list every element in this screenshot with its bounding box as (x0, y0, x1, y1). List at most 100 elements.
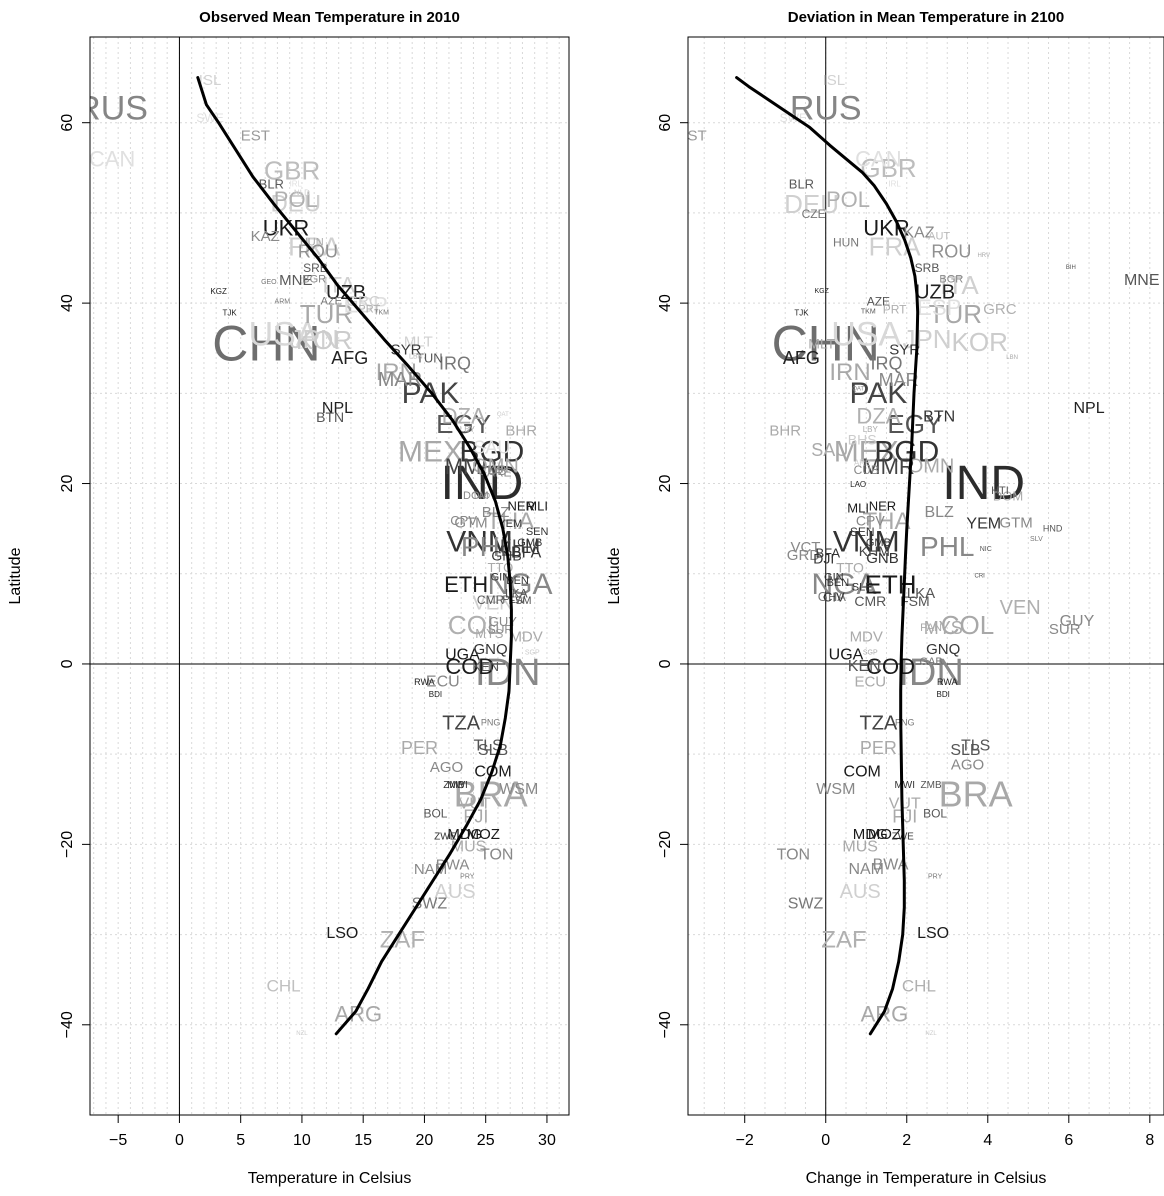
point-label-egy: EGY (436, 409, 491, 439)
point-label-rwa: RWA (937, 677, 958, 687)
point-label-nic: NIC (980, 546, 992, 553)
point-label-deu: DEU (270, 190, 321, 217)
point-label-mdg: MDG (447, 826, 482, 843)
point-label-lao: LAO (474, 492, 490, 501)
point-label-tjk: TJK (223, 309, 238, 318)
point-label-plw: PLW (502, 594, 526, 606)
point-label-pol: POL (826, 187, 870, 212)
point-label-irq: IRQ (870, 354, 902, 374)
point-label-chn: CHN (772, 316, 880, 372)
point-label-hrv: HRV (977, 253, 990, 259)
point-label-sgp: SGP (525, 650, 540, 657)
x-tick-label: 0 (175, 1132, 184, 1149)
y-tick-label: 40 (657, 294, 674, 312)
point-label-aut: AUT (928, 230, 950, 242)
point-label-tur: TUR (929, 299, 982, 329)
point-label-mar: MAR (378, 369, 422, 391)
point-label-tto: TTO (836, 559, 864, 575)
point-label-lao: LAO (850, 480, 866, 489)
point-label-usa: USA (249, 316, 319, 354)
point-label-sen: SEN (850, 525, 875, 539)
point-label-civ: CIV (823, 590, 845, 605)
point-label-srb: SRB (915, 261, 940, 275)
point-label-tls: TLS (473, 738, 502, 755)
point-label-bra: BRA (939, 773, 1013, 814)
point-label-bol: BOL (423, 807, 447, 821)
point-label-pan: PAN (920, 622, 942, 634)
point-label-dom: DOM (463, 490, 489, 502)
point-label-mdg: MDG (853, 826, 888, 843)
x-tick-label: 25 (477, 1132, 495, 1149)
point-label-zmb: ZMB (921, 780, 942, 791)
point-label-bra: BRA (454, 773, 528, 814)
point-label-bgr: BGR (939, 274, 963, 286)
point-label-wsm: WSM (499, 781, 538, 798)
point-label-ecu: ECU (854, 673, 886, 690)
point-label-bhr: BHR (769, 423, 801, 440)
point-label-aus: AUS (840, 881, 881, 903)
point-label-are: ARE (487, 466, 512, 480)
point-label-pry: PRY (460, 873, 475, 880)
point-label-bhs: BHS (848, 431, 877, 447)
point-label-mli: MLI (526, 499, 548, 514)
point-label-blr: BLR (259, 177, 284, 192)
point-label-col: COL (448, 610, 501, 640)
point-label-ben: BEN (506, 575, 529, 587)
point-label-qat: QAT (852, 387, 864, 393)
point-label-kaz: KAZ (251, 228, 280, 245)
point-label-gbr: GBR (264, 156, 320, 186)
point-label-cpv: CPV (856, 513, 885, 529)
point-label-per: PER (401, 738, 438, 758)
trend-line (735, 76, 920, 1036)
point-label-est: EST (677, 128, 706, 145)
point-label-grd: GRD (787, 547, 821, 564)
x-tick-label: 2 (902, 1132, 911, 1149)
point-label-bwa: BWA (436, 857, 470, 874)
y-tick-label: −20 (59, 831, 76, 858)
point-label-sur: SUR (488, 623, 514, 637)
point-label-pak: PAK (849, 377, 907, 410)
point-label-mus: MUS (842, 839, 878, 856)
point-label-rwa: RWA (414, 677, 435, 687)
y-tick-label: −20 (657, 831, 674, 858)
point-label-btn: BTN (923, 408, 955, 425)
point-label-nam: NAM (848, 861, 884, 878)
point-label-phl: PHL (920, 531, 974, 562)
point-label-rus: RUS (76, 89, 148, 127)
point-label-aze: AZE (867, 294, 890, 308)
point-label-lbn: LBN (409, 354, 423, 361)
y-tick-label: 20 (657, 475, 674, 493)
point-label-rou: ROU (931, 242, 971, 262)
point-label-ita: ITA (940, 270, 979, 300)
point-label-mwi: MWI (894, 780, 915, 791)
point-label-zaf: ZAF (821, 926, 866, 953)
point-label-ton: TON (777, 847, 810, 864)
point-label-npl: NPL (322, 400, 353, 417)
point-label-egy: EGY (887, 409, 942, 439)
point-label-yem: YEM (498, 518, 522, 530)
point-label-mys: MYS (924, 618, 963, 638)
y-tick-label: 60 (657, 114, 674, 132)
x-tick-label: −2 (736, 1132, 754, 1149)
point-label-png: PNG (895, 718, 915, 728)
point-label-tza: TZA (442, 712, 480, 734)
point-label-per: PER (860, 738, 897, 758)
point-label-isl: ISL (199, 72, 222, 89)
chart-title: Deviation in Mean Temperature in 2100 (788, 9, 1064, 26)
point-label-kor: KOR (296, 325, 352, 355)
point-label-bgr: BGR (302, 274, 326, 286)
point-label-lso: LSO (326, 925, 358, 942)
y-axis-label: Latitude (606, 547, 623, 604)
point-label-uga: UGA (829, 646, 864, 663)
point-label-esp: ESP (917, 295, 961, 320)
point-label-bdi: BDI (429, 690, 442, 699)
x-tick-label: 0 (821, 1132, 830, 1149)
point-label-lso: LSO (917, 925, 949, 942)
point-label-nzl: NZL (296, 1031, 308, 1037)
point-label-mne: MNE (1124, 272, 1160, 289)
point-label-gtm: GTM (454, 515, 487, 532)
point-label-sen: SEN (526, 526, 549, 538)
point-label-bdi: BDI (937, 690, 950, 699)
point-label-slv: SLV (1030, 536, 1043, 543)
point-label-mlt: MLT (404, 333, 433, 350)
